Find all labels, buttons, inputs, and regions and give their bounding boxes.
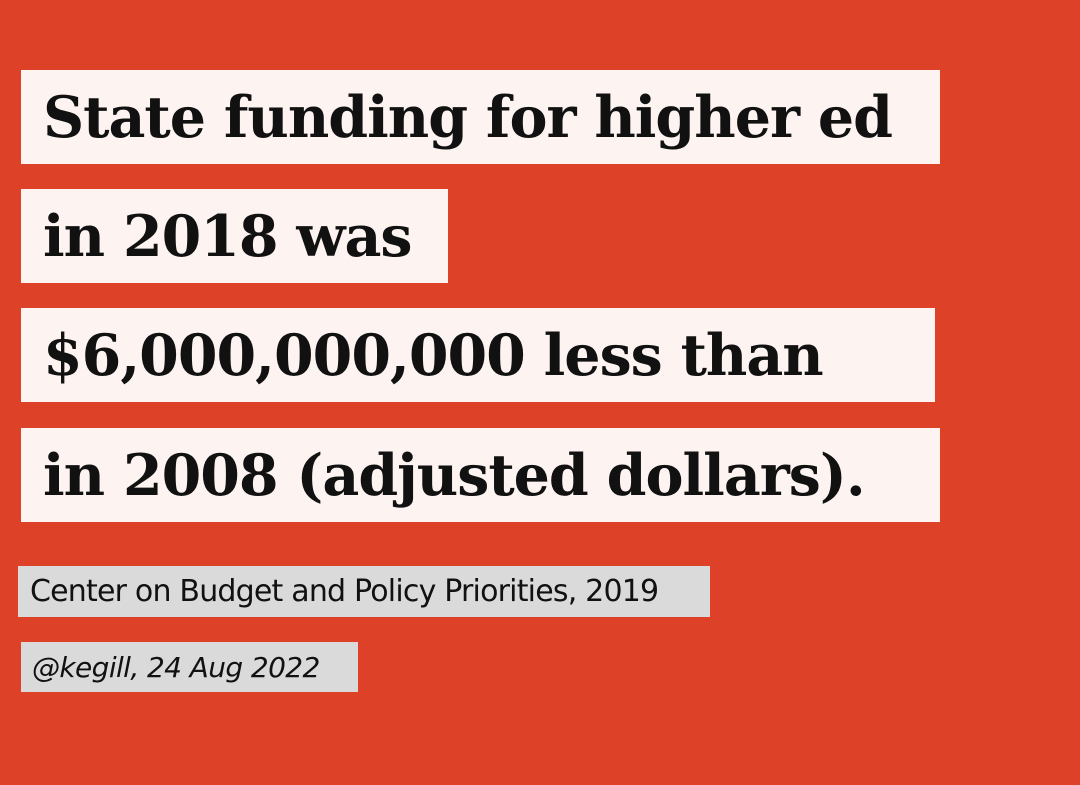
- source-credit: Center on Budget and Policy Priorities, …: [18, 566, 710, 617]
- headline-line-4: in 2008 (adjusted dollars).: [21, 428, 940, 522]
- headline-line-2: in 2018 was: [21, 189, 448, 283]
- headline-line-1: State funding for higher ed: [21, 70, 940, 164]
- author-byline: @kegill, 24 Aug 2022: [21, 642, 358, 692]
- headline-line-3: $6,000,000,000 less than: [21, 308, 935, 402]
